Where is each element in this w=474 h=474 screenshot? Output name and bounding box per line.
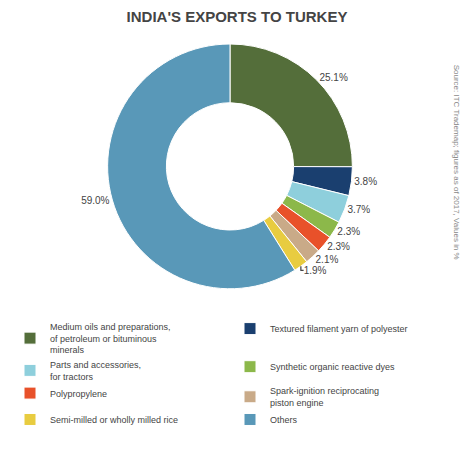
svg-text:Medium oils and preparations,o: Medium oils and preparations,of petroleu… — [50, 322, 171, 355]
svg-text:Textured filament yarn of poly: Textured filament yarn of polyester — [270, 324, 408, 334]
svg-text:2.1%: 2.1% — [316, 254, 339, 265]
svg-text:INDIA'S EXPORTS TO TURKEY: INDIA'S EXPORTS TO TURKEY — [127, 8, 348, 25]
svg-text:1.9%: 1.9% — [304, 265, 327, 276]
svg-text:3.8%: 3.8% — [354, 176, 377, 187]
svg-text:Synthetic organic reactive dye: Synthetic organic reactive dyes — [270, 362, 395, 372]
svg-text:2.3%: 2.3% — [327, 241, 350, 252]
svg-text:3.7%: 3.7% — [347, 204, 370, 215]
svg-text:Spark-ignition reciprocatingpi: Spark-ignition reciprocatingpiston engin… — [270, 386, 379, 408]
svg-text:Others: Others — [270, 415, 298, 425]
svg-text:59.0%: 59.0% — [81, 195, 109, 206]
svg-text:Source: ITC Trademap; figures: Source: ITC Trademap; figures as of 2017… — [452, 65, 461, 260]
svg-text:Semi-milled or wholly milled r: Semi-milled or wholly milled rice — [50, 415, 178, 425]
svg-text:Polypropylene: Polypropylene — [50, 389, 107, 399]
svg-text:Parts and accessories,for trac: Parts and accessories,for tractors — [50, 360, 141, 382]
svg-text:2.3%: 2.3% — [337, 226, 360, 237]
svg-text:25.1%: 25.1% — [319, 72, 347, 83]
